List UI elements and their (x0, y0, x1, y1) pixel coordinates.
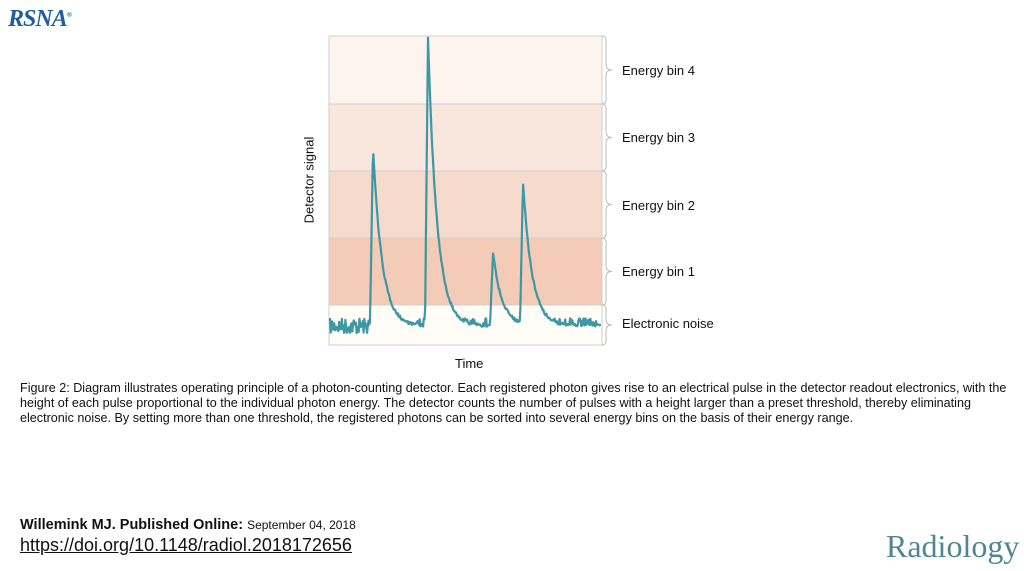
brace-0 (601, 35, 613, 105)
brace-1 (601, 103, 613, 172)
brace-4 (601, 304, 613, 346)
author-text: Willemink MJ. Published Online: (20, 517, 244, 533)
x-axis-label: Time (455, 356, 484, 371)
label-energy-bin-3: Energy bin 3 (622, 130, 695, 145)
radiology-logo: Radiology (886, 528, 1020, 564)
citation-author: Willemink MJ. Published Online: Septembe… (20, 517, 356, 533)
doi-link[interactable]: https://doi.org/10.1148/radiol.201817265… (20, 535, 352, 555)
brace-2 (601, 170, 613, 239)
brace-3 (601, 237, 613, 306)
band-bin2 (328, 170, 603, 239)
brace-group (601, 35, 613, 346)
band-bin4 (328, 35, 603, 105)
publish-date: September 04, 2018 (247, 518, 356, 532)
band-noise (328, 304, 603, 346)
figure-caption: Figure 2: Diagram illustrates operating … (20, 381, 1007, 426)
band-bin3 (328, 103, 603, 172)
rsna-logo: RSNA® (8, 6, 72, 32)
label-energy-bin-2: Energy bin 2 (622, 198, 695, 213)
detector-signal-line (328, 36, 602, 335)
y-axis-label: Detector signal (301, 136, 317, 224)
label-energy-bin-1: Energy bin 1 (622, 264, 695, 279)
band-bin1 (328, 237, 603, 306)
label-electronic-noise: Electronic noise (622, 316, 714, 331)
label-energy-bin-4: Energy bin 4 (622, 63, 695, 78)
